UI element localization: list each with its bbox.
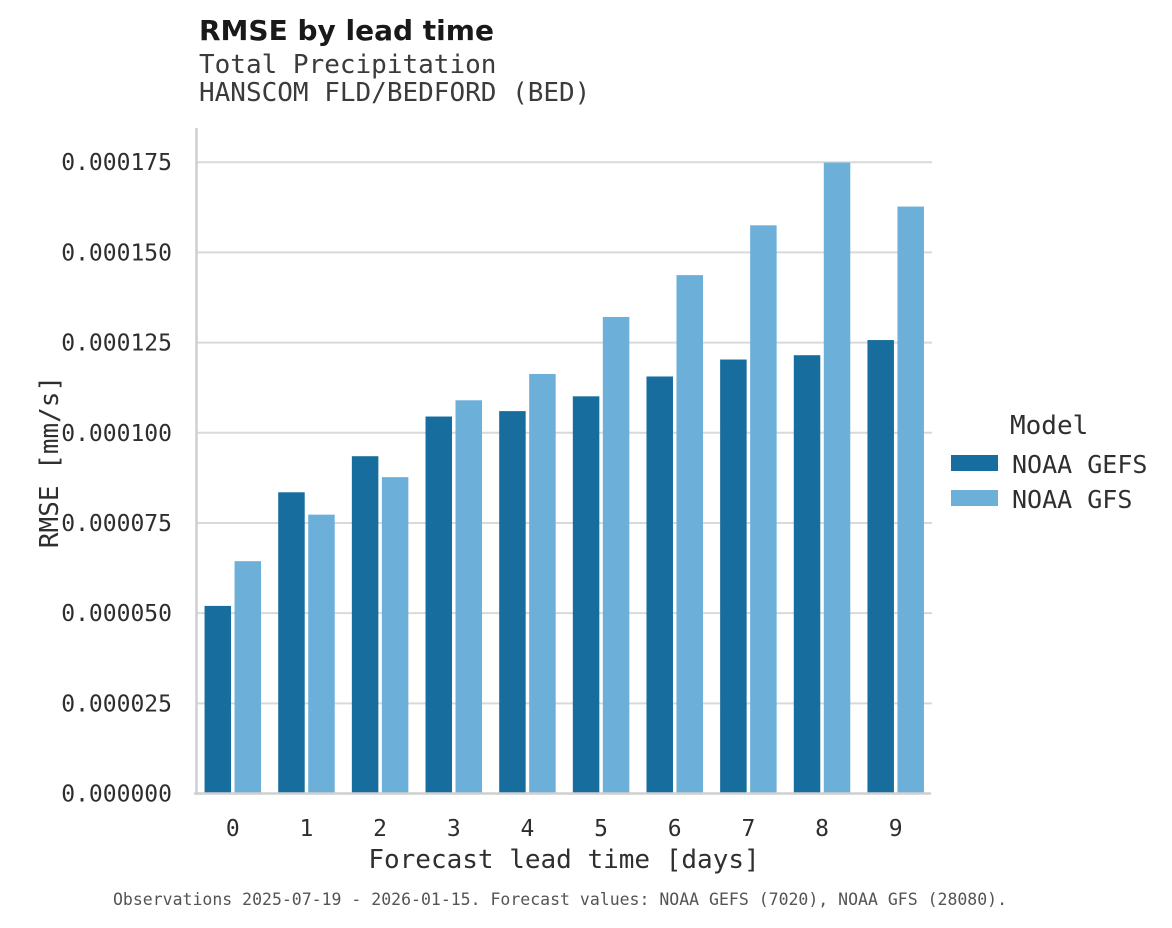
bar-noaa-gefs-day-8	[793, 355, 821, 794]
legend-label-noaa-gefs: NOAA GEFS	[1012, 450, 1148, 479]
bar-noaa-gfs-day-0	[234, 561, 262, 794]
bar-noaa-gfs-day-6	[676, 275, 703, 794]
x-tick-label-4: 4	[520, 816, 534, 842]
x-axis-label: Forecast lead time [days]	[368, 845, 760, 875]
caption: Observations 2025-07-19 - 2026-01-15. Fo…	[113, 890, 1008, 909]
legend-title: Model	[1010, 411, 1089, 441]
bar-noaa-gfs-day-9	[897, 206, 924, 794]
y-tick-label-0.000150: 0.000150	[61, 240, 172, 266]
x-tick-label-3: 3	[447, 816, 461, 842]
x-tick-label-8: 8	[815, 816, 829, 842]
bar-noaa-gefs-day-5	[572, 396, 600, 794]
bar-noaa-gefs-day-3	[425, 416, 453, 794]
bar-noaa-gefs-day-0	[204, 605, 232, 794]
bar-noaa-gefs-day-2	[351, 456, 379, 794]
bar-noaa-gefs-day-7	[720, 359, 747, 794]
chart-subtitle-station: HANSCOM FLD/BEDFORD (BED)	[199, 78, 591, 108]
legend-label-noaa-gfs: NOAA GFS	[1012, 485, 1133, 514]
bar-noaa-gefs-day-1	[278, 492, 305, 794]
x-tick-label-7: 7	[741, 816, 755, 842]
x-tick-label-0: 0	[226, 816, 240, 842]
y-tick-label-0.000050: 0.000050	[61, 601, 172, 627]
legend-swatch-noaa-gfs	[951, 490, 998, 506]
bar-noaa-gfs-day-4	[529, 373, 556, 794]
bar-noaa-gfs-day-7	[750, 225, 777, 794]
y-tick-label-0.000100: 0.000100	[61, 421, 172, 447]
bar-noaa-gefs-day-4	[499, 411, 526, 794]
y-tick-label-0.000175: 0.000175	[61, 150, 172, 176]
y-tick-label-0.000075: 0.000075	[61, 511, 172, 537]
bar-noaa-gfs-day-8	[823, 162, 851, 794]
x-tick-label-6: 6	[668, 816, 682, 842]
chart-subtitle-variable: Total Precipitation	[199, 50, 497, 80]
y-tick-label-0.000000: 0.000000	[61, 782, 172, 808]
bar-noaa-gfs-day-2	[381, 477, 409, 794]
y-tick-label-0.000025: 0.000025	[61, 691, 172, 717]
bar-noaa-gfs-day-1	[308, 514, 335, 794]
bar-noaa-gfs-day-5	[602, 316, 630, 794]
bar-noaa-gfs-day-3	[455, 400, 483, 794]
y-tick-label-0.000125: 0.000125	[61, 331, 172, 357]
x-tick-label-5: 5	[594, 816, 608, 842]
bar-noaa-gefs-day-6	[646, 376, 673, 794]
x-tick-label-1: 1	[300, 816, 314, 842]
chart-title: RMSE by lead time	[199, 14, 494, 47]
bar-noaa-gefs-day-9	[867, 340, 894, 794]
legend-swatch-noaa-gefs	[951, 455, 998, 471]
y-axis-label: RMSE [mm/s]	[35, 375, 65, 549]
x-tick-label-2: 2	[373, 816, 387, 842]
x-tick-label-9: 9	[889, 816, 903, 842]
